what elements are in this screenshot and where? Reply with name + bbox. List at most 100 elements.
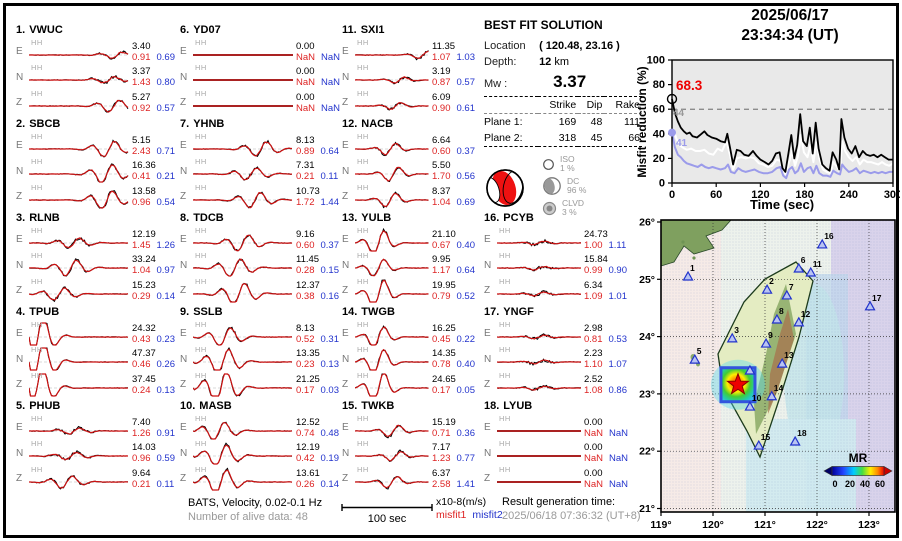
channel-row-e: E HH 7.40 1.26 0.91 bbox=[16, 414, 178, 441]
waveform-cell: HH bbox=[354, 226, 429, 252]
waveform-cell: HH bbox=[192, 371, 293, 397]
channel-row-z: Z HH 8.37 1.04 0.69 bbox=[342, 183, 478, 210]
fit-values: 6.09 0.90 0.61 bbox=[432, 92, 475, 114]
fit-values: 7.31 0.21 0.11 bbox=[296, 160, 338, 182]
map-station-5: 5 bbox=[689, 346, 702, 364]
mr-colorbar: MR 0 20 40 60 bbox=[823, 451, 893, 489]
misfit1-value: 1.70 bbox=[432, 171, 451, 183]
channel-letter: N bbox=[180, 165, 188, 177]
svg-text:17: 17 bbox=[872, 293, 882, 303]
mw-row: Mw : 3.37 bbox=[484, 72, 642, 92]
channel-row-z: Z HH 24.65 0.17 0.05 bbox=[342, 371, 478, 398]
station-title: 4. TPUB bbox=[16, 306, 60, 318]
iso-row: ISO 1 % bbox=[542, 155, 586, 173]
waveform-cell: HH bbox=[28, 345, 129, 371]
waveform-cell: HH bbox=[28, 277, 129, 303]
channel-letter: Z bbox=[180, 379, 187, 391]
misfit1-value: 0.41 bbox=[132, 171, 151, 183]
channel-letter: Z bbox=[16, 97, 23, 109]
amplitude-value: 5.15 bbox=[132, 134, 151, 146]
channel-code-label: HH bbox=[31, 319, 43, 329]
channel-code-label: HH bbox=[195, 88, 207, 98]
waveform-plot bbox=[192, 421, 293, 440]
misfit2-value: 0.69 bbox=[456, 196, 476, 208]
svg-text:25°: 25° bbox=[639, 274, 655, 286]
channel-letter: E bbox=[180, 234, 187, 246]
channel-row-e: E HH 8.13 0.52 0.31 bbox=[180, 320, 342, 347]
waveform-cell: HH bbox=[497, 414, 581, 440]
waveform-cell: HH bbox=[192, 251, 293, 277]
waveform-cell: HH bbox=[354, 277, 429, 303]
fit-values: 33.24 1.04 0.97 bbox=[132, 254, 175, 276]
map-station-14: 14 bbox=[766, 383, 783, 401]
amplitude-value: 5.50 bbox=[432, 160, 451, 172]
waveform-plot bbox=[355, 166, 429, 183]
waveform-plot bbox=[496, 358, 582, 367]
misfit2-value: 1.01 bbox=[608, 290, 628, 302]
channel-code-label: HH bbox=[195, 225, 207, 235]
fit-values: 0.00 NaN NaN bbox=[296, 66, 340, 88]
channel-row-z: Z HH 12.37 0.38 0.16 bbox=[180, 276, 342, 304]
station-block-masb: 10. MASB E HH 12.52 0.74 0.48 N HH 12.19 0.42 0.19 Z… bbox=[180, 398, 342, 492]
channel-row-n: N HH 9.95 1.17 0.64 bbox=[342, 251, 478, 279]
channel-row-z: Z HH 9.64 0.21 0.11 bbox=[16, 465, 178, 492]
misfit2-value: NaN bbox=[321, 77, 341, 89]
misfit1-value: NaN bbox=[296, 77, 316, 89]
waveform-plot bbox=[193, 79, 293, 82]
channel-row-n: N HH 2.23 1.10 1.07 bbox=[484, 345, 630, 373]
map-station-15: 15 bbox=[753, 432, 771, 450]
misfit2-value: 0.11 bbox=[156, 478, 175, 490]
waveform-cell: HH bbox=[28, 251, 129, 277]
misfit2-value: 1.07 bbox=[608, 359, 628, 371]
rake-header: Rake bbox=[604, 96, 642, 114]
amplitude-value: 9.64 bbox=[132, 467, 151, 479]
misfit2-value: 0.40 bbox=[456, 359, 476, 371]
channel-letter: Z bbox=[180, 473, 187, 485]
channel-letter: N bbox=[484, 353, 492, 365]
channel-letter: Z bbox=[342, 191, 349, 203]
misfit1-value: 0.74 bbox=[296, 427, 315, 439]
channel-row-n: N HH 13.35 0.23 0.13 bbox=[180, 345, 342, 373]
channel-code-label: HH bbox=[499, 319, 511, 329]
fit-values: 3.40 0.91 0.69 bbox=[132, 41, 175, 63]
station-block-lyub: 18. LYUB E HH 0.00 NaN NaN N HH 0.00 NaN NaN Z HH 0.00… bbox=[484, 398, 630, 492]
amplitude-value: 15.23 bbox=[132, 279, 156, 291]
amplitude-value: 37.45 bbox=[132, 373, 156, 385]
waveform-plot bbox=[28, 189, 129, 209]
misfit1-value: 0.71 bbox=[432, 427, 451, 439]
amplitude-value: 13.61 bbox=[296, 467, 320, 479]
depth-row: Depth: 12 km bbox=[484, 56, 642, 68]
misfit1-value: 0.90 bbox=[432, 102, 451, 114]
location-row: Location ( 120.48, 23.16 ) bbox=[484, 40, 642, 52]
waveform-plot bbox=[192, 467, 293, 491]
misfit1-value: 0.96 bbox=[132, 196, 151, 208]
event-date: 2025/06/17 bbox=[751, 7, 829, 24]
svg-text:15: 15 bbox=[761, 432, 771, 442]
clvd-row: CLVD 3 % bbox=[542, 199, 586, 217]
channel-letter: N bbox=[16, 447, 24, 459]
channel-code-label: HH bbox=[357, 345, 369, 355]
svg-text:121°: 121° bbox=[754, 519, 776, 531]
svg-text:40: 40 bbox=[860, 479, 870, 489]
svg-text:16: 16 bbox=[824, 231, 834, 241]
misfit-legend: misfit1 misfit2 bbox=[436, 509, 503, 521]
waveform-cell: HH bbox=[497, 251, 582, 277]
misfit2-value: 0.91 bbox=[156, 427, 176, 439]
misfit1-value: 1.00 bbox=[584, 239, 603, 251]
channel-code-label: HH bbox=[357, 319, 369, 329]
misfit1-value: 0.45 bbox=[432, 333, 451, 345]
channel-code-label: HH bbox=[195, 276, 207, 286]
svg-text:20: 20 bbox=[653, 153, 665, 165]
channel-letter: Z bbox=[484, 379, 491, 391]
map-station-16: 16 bbox=[816, 231, 834, 249]
misfit1-value: 0.78 bbox=[432, 359, 451, 371]
waveform-cell: HH bbox=[497, 439, 581, 465]
fit-values: 11.45 0.28 0.15 bbox=[296, 254, 339, 276]
waveform-cell: HH bbox=[497, 226, 582, 252]
fit-values: 21.10 0.67 0.40 bbox=[432, 229, 475, 251]
channel-letter: E bbox=[484, 422, 491, 434]
waveform-cell: HH bbox=[354, 414, 429, 440]
amplitude-value: 2.52 bbox=[584, 373, 603, 385]
waveform-plot bbox=[192, 258, 293, 277]
